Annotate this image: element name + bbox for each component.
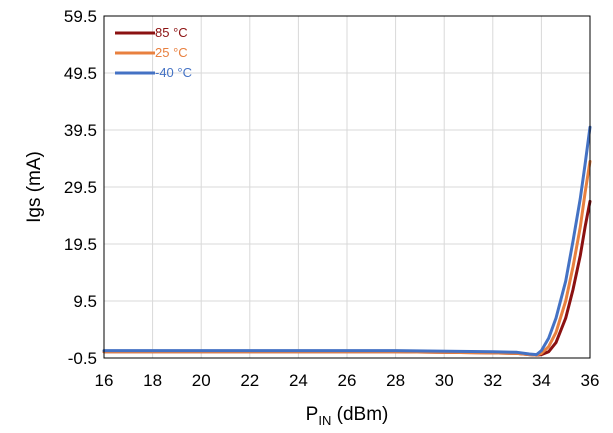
x-tick-labels: 16 18 20 22 24 26 28 30 32 34 36 (95, 371, 600, 390)
plot-frame (103, 15, 591, 359)
y-tick-label: 49.5 (64, 64, 97, 83)
data-point (547, 345, 550, 348)
data-point (584, 163, 586, 165)
y-tick-label: -0.5 (68, 349, 97, 368)
x-tick-label: 28 (386, 371, 405, 390)
x-tick-label: 36 (581, 371, 600, 390)
legend-label: 25 °C (155, 45, 188, 60)
data-point (492, 350, 494, 353)
y-tick-labels: -0.5 9.5 19.5 29.5 39.5 49.5 59.5 (64, 7, 97, 368)
x-tick-label: 34 (532, 371, 551, 390)
y-tick-label: 19.5 (64, 235, 97, 254)
legend: 85 °C 25 °C -40 °C (115, 25, 192, 80)
x-tick-label: 22 (240, 371, 259, 390)
data-point (564, 300, 567, 302)
y-tick-label: 39.5 (64, 121, 97, 140)
x-axis-label-unit: (dBm) (331, 404, 388, 425)
data-point (394, 349, 397, 352)
data-point (547, 337, 550, 339)
data-point (547, 350, 550, 353)
x-tick-label: 18 (143, 371, 162, 390)
data-point (579, 254, 582, 257)
y-axis-label: Igs (mA) (24, 151, 45, 223)
x-axis-label-main: P (306, 404, 319, 425)
x-tick-label: 24 (289, 371, 308, 390)
y-tick-label: 9.5 (73, 292, 97, 311)
x-tick-label: 30 (435, 371, 454, 390)
data-point (572, 266, 574, 268)
data-point (584, 226, 586, 228)
data-point (540, 352, 543, 355)
data-point (516, 351, 518, 354)
data-point (579, 197, 582, 200)
data-point (584, 191, 586, 194)
legend-label: 85 °C (155, 25, 188, 40)
legend-label: -40 °C (155, 65, 192, 80)
x-tick-label: 20 (192, 371, 211, 390)
x-axis-label-subscript: IN (318, 413, 331, 428)
data-point (528, 353, 531, 355)
x-tick-label: 32 (483, 371, 502, 390)
y-tick-label: 59.5 (64, 7, 97, 26)
data-point (535, 353, 538, 356)
data-point (540, 349, 543, 352)
data-point (572, 288, 574, 291)
data-point (555, 331, 557, 334)
y-tick-label: 29.5 (64, 178, 97, 197)
data-point (555, 317, 557, 319)
data-point (564, 280, 567, 282)
series-line (102, 125, 592, 357)
x-tick-label: 26 (338, 371, 357, 390)
data-point (572, 240, 574, 242)
data-point (200, 349, 202, 352)
data-point (564, 317, 567, 319)
x-axis-label: PIN (dBm) (306, 404, 389, 428)
data-point (579, 226, 582, 228)
data-point (297, 349, 300, 352)
series-lines (102, 125, 592, 357)
x-tick-label: 16 (95, 371, 114, 390)
data-point (555, 341, 557, 344)
